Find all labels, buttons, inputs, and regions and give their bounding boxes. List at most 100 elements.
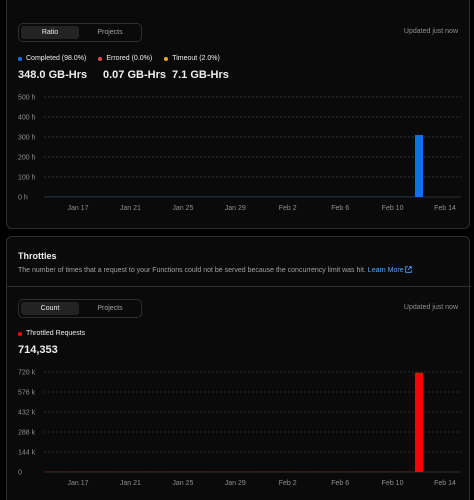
bar[interactable] <box>264 471 267 472</box>
bar[interactable] <box>303 471 307 472</box>
bar[interactable] <box>216 196 219 197</box>
bar[interactable] <box>252 196 255 197</box>
bar[interactable] <box>72 196 76 197</box>
bar[interactable] <box>335 196 339 197</box>
bar[interactable] <box>268 196 271 197</box>
bar[interactable] <box>92 196 96 197</box>
bar[interactable] <box>100 471 104 472</box>
bar[interactable] <box>287 196 291 197</box>
bar[interactable] <box>363 471 367 472</box>
bar[interactable] <box>112 196 116 197</box>
bar[interactable] <box>236 196 239 197</box>
bar[interactable] <box>104 471 108 472</box>
bar[interactable] <box>375 471 379 472</box>
bar[interactable] <box>152 196 156 197</box>
bar[interactable] <box>387 196 391 197</box>
bar[interactable] <box>44 196 48 197</box>
bar[interactable] <box>76 471 80 472</box>
bar[interactable] <box>391 471 395 472</box>
bar[interactable] <box>228 471 231 472</box>
bar[interactable] <box>200 471 203 472</box>
bar[interactable] <box>383 471 387 472</box>
bar[interactable] <box>347 196 351 197</box>
tab-count[interactable]: Count <box>21 302 79 315</box>
bar[interactable] <box>52 471 56 472</box>
bar[interactable] <box>351 196 355 197</box>
bar[interactable] <box>299 196 303 197</box>
bar[interactable] <box>128 196 132 197</box>
bar[interactable] <box>172 471 176 472</box>
bar[interactable] <box>395 471 399 472</box>
bar[interactable] <box>391 196 395 197</box>
bar[interactable] <box>283 196 287 197</box>
bar[interactable] <box>311 471 315 472</box>
bar[interactable] <box>415 372 423 472</box>
bar[interactable] <box>264 196 267 197</box>
bar[interactable] <box>383 196 387 197</box>
bar[interactable] <box>268 471 271 472</box>
bar[interactable] <box>188 471 192 472</box>
bar[interactable] <box>244 196 247 197</box>
bar[interactable] <box>355 471 359 472</box>
bar[interactable] <box>256 471 259 472</box>
tab-projects[interactable]: Projects <box>97 29 123 36</box>
bar[interactable] <box>339 471 343 472</box>
bar[interactable] <box>68 471 72 472</box>
bar[interactable] <box>148 471 152 472</box>
bar[interactable] <box>403 471 407 472</box>
bar[interactable] <box>319 196 323 197</box>
bar[interactable] <box>152 471 156 472</box>
bar[interactable] <box>327 471 331 472</box>
bar[interactable] <box>252 471 255 472</box>
bar[interactable] <box>96 471 100 472</box>
bar[interactable] <box>140 471 144 472</box>
bar[interactable] <box>124 196 128 197</box>
bar[interactable] <box>120 471 124 472</box>
bar[interactable] <box>160 196 164 197</box>
bar[interactable] <box>367 196 371 197</box>
bar[interactable] <box>160 471 164 472</box>
bar[interactable] <box>256 196 259 197</box>
bar[interactable] <box>168 471 172 472</box>
bar[interactable] <box>88 196 92 197</box>
bar[interactable] <box>52 196 56 197</box>
bar[interactable] <box>355 196 359 197</box>
bar[interactable] <box>68 196 72 197</box>
bar[interactable] <box>144 196 148 197</box>
bar[interactable] <box>335 471 339 472</box>
bar[interactable] <box>331 471 335 472</box>
bar[interactable] <box>112 471 116 472</box>
tab-throttles-projects[interactable]: Projects <box>97 305 123 312</box>
bar[interactable] <box>48 471 52 472</box>
bar[interactable] <box>208 471 211 472</box>
bar[interactable] <box>271 471 275 472</box>
bar[interactable] <box>56 471 60 472</box>
bar[interactable] <box>315 196 319 197</box>
bar[interactable] <box>116 196 120 197</box>
bar[interactable] <box>208 196 211 197</box>
bar[interactable] <box>399 471 403 472</box>
bar[interactable] <box>176 196 180 197</box>
bar[interactable] <box>120 196 124 197</box>
bar[interactable] <box>343 471 347 472</box>
bar[interactable] <box>200 196 203 197</box>
bar[interactable] <box>60 471 64 472</box>
bar[interactable] <box>403 196 407 197</box>
tab-ratio[interactable]: Ratio <box>21 26 79 39</box>
bar[interactable] <box>212 196 215 197</box>
bar[interactable] <box>411 196 415 197</box>
bar[interactable] <box>248 196 251 197</box>
bar[interactable] <box>244 471 247 472</box>
bar[interactable] <box>303 196 307 197</box>
bar[interactable] <box>140 196 144 197</box>
bar[interactable] <box>64 471 68 472</box>
bar[interactable] <box>136 471 140 472</box>
bar[interactable] <box>212 471 215 472</box>
bar[interactable] <box>323 196 327 197</box>
bar[interactable] <box>80 471 84 472</box>
bar[interactable] <box>192 196 196 197</box>
bar[interactable] <box>76 196 80 197</box>
bar[interactable] <box>295 471 299 472</box>
bar[interactable] <box>347 471 351 472</box>
bar[interactable] <box>176 471 180 472</box>
